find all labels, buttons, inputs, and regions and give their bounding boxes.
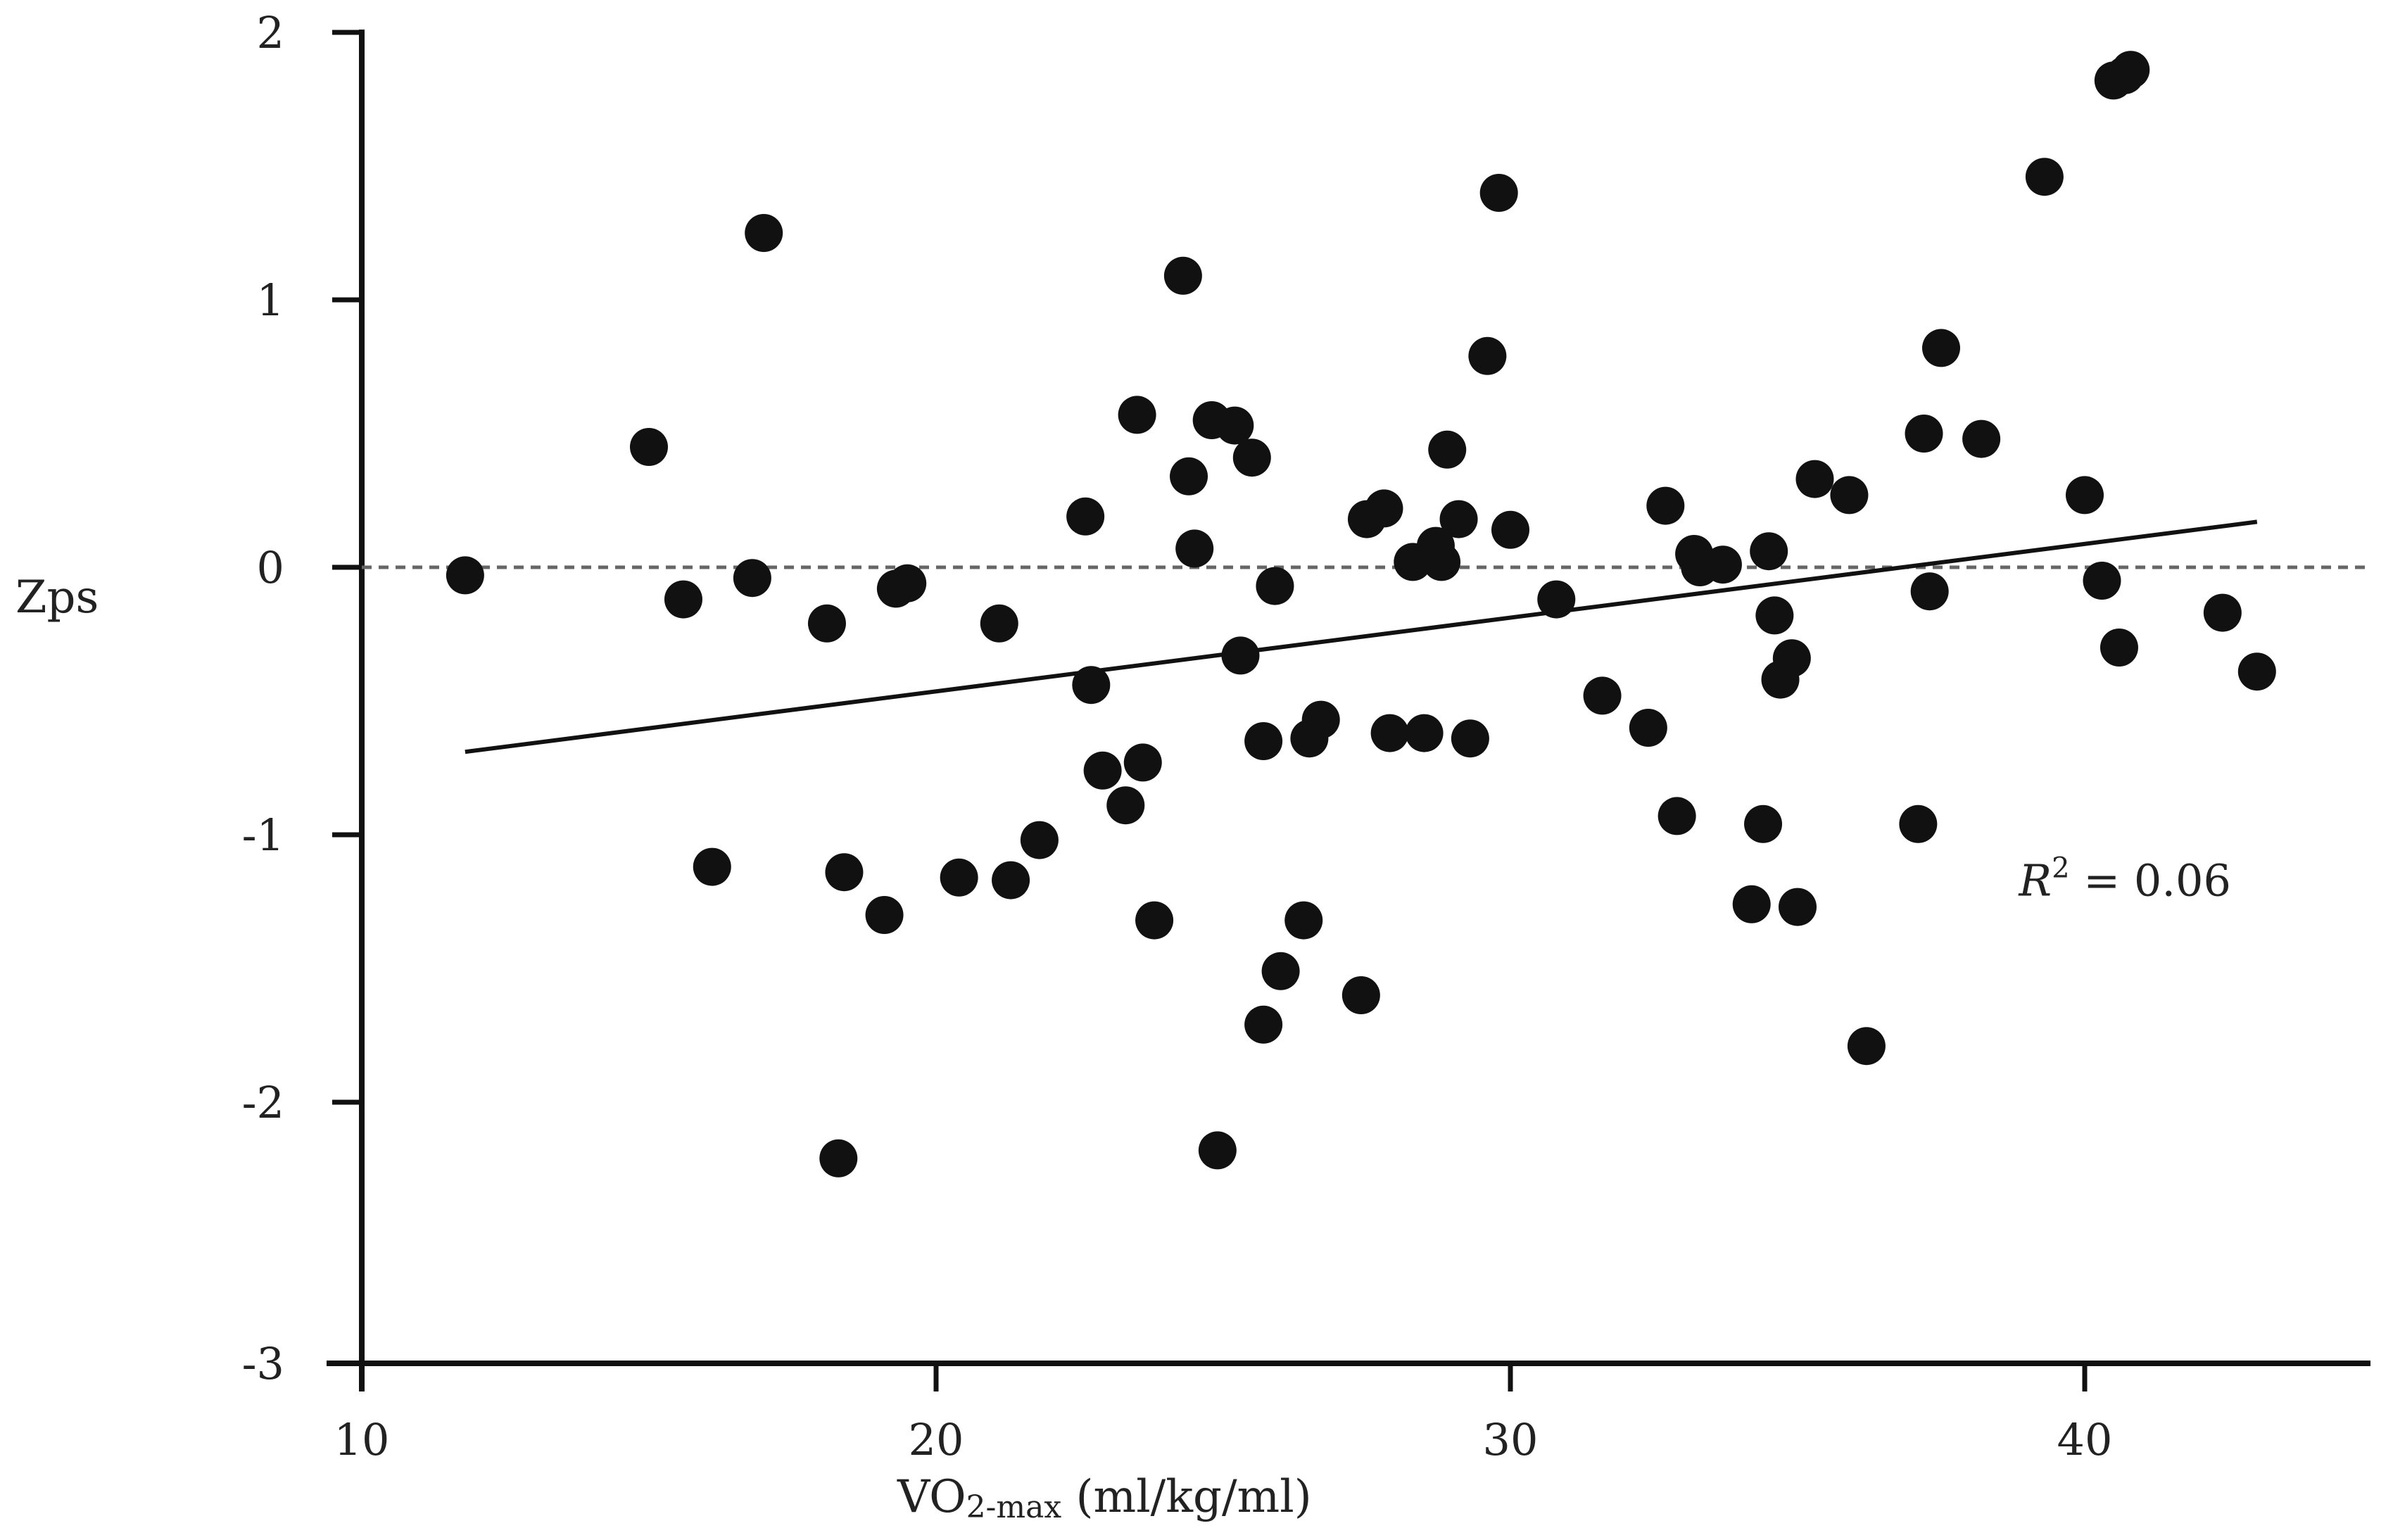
r-squared-annotation: R2 = 0.06 [2018, 852, 2231, 907]
data-point [1905, 415, 1943, 453]
data-point [992, 861, 1030, 900]
x-ticks: 10 20 30 40 [334, 1363, 2113, 1465]
data-point [1537, 580, 1576, 619]
data-point [1256, 567, 1294, 605]
y-tick-label: -3 [242, 1338, 284, 1389]
data-point [1428, 430, 1467, 469]
r-squared-superscript: 2 [2052, 852, 2069, 885]
data-point [1847, 1027, 1886, 1066]
data-point [1163, 256, 1202, 295]
data-point [819, 1139, 858, 1178]
data-point [1284, 901, 1323, 940]
x-axis-title-subscript: 2-max [966, 1489, 1062, 1525]
data-point [1198, 1131, 1237, 1170]
data-points [446, 51, 2276, 1178]
data-point [825, 853, 864, 892]
r-squared-symbol: R [2018, 855, 2052, 907]
x-tick-label: 10 [334, 1414, 390, 1465]
data-point [1755, 596, 1794, 635]
y-ticks: 2 1 0 -1 -2 -3 [242, 7, 362, 1389]
y-tick-label: 0 [257, 542, 284, 593]
data-point [1106, 786, 1145, 825]
data-point [1244, 722, 1283, 760]
data-point [1232, 438, 1271, 477]
y-tick-label: -1 [242, 809, 284, 861]
data-point [1451, 719, 1489, 758]
data-point [1261, 952, 1300, 990]
data-point [1583, 676, 1622, 715]
data-point [733, 559, 771, 598]
data-point [1301, 700, 1340, 739]
r-squared-value: = 0.06 [2070, 855, 2231, 907]
data-point [1072, 666, 1111, 705]
data-point [1020, 821, 1059, 859]
data-point [1365, 489, 1403, 528]
regression-trend-line [465, 519, 2258, 755]
data-point [980, 604, 1018, 643]
data-point [1370, 714, 1409, 752]
data-point [1629, 709, 1667, 747]
data-point [1910, 572, 1949, 611]
data-point [1135, 901, 1174, 940]
data-point [1922, 329, 1960, 367]
x-axis-title-units: (ml/kg/ml) [1061, 1471, 1311, 1523]
data-point [1083, 751, 1122, 790]
x-axis-title: VO2-max (ml/kg/ml) [897, 1471, 1312, 1525]
data-point [1066, 497, 1105, 536]
data-point [1118, 396, 1156, 434]
data-point [807, 604, 846, 643]
data-point [1175, 529, 1214, 568]
data-point [1772, 639, 1811, 678]
data-point [1732, 885, 1771, 923]
data-point [1658, 797, 1696, 835]
data-point [693, 847, 731, 886]
data-point [1216, 406, 1254, 445]
data-point [1405, 714, 1444, 752]
data-point [1779, 888, 1817, 926]
data-point [2111, 51, 2150, 89]
y-tick-label: 1 [257, 274, 284, 326]
data-point [2237, 652, 2276, 691]
data-point [1439, 500, 1478, 538]
data-point [630, 428, 668, 466]
data-point [446, 556, 484, 595]
x-tick-label: 40 [2057, 1414, 2113, 1465]
data-point [1468, 336, 1507, 375]
data-point [2066, 476, 2104, 515]
data-point [2100, 629, 2138, 667]
data-point [2203, 593, 2242, 632]
data-point [940, 858, 978, 897]
data-point [1123, 743, 1162, 782]
data-point [1962, 419, 2001, 458]
data-point [1244, 1005, 1283, 1044]
data-point [2083, 562, 2121, 600]
data-point [1703, 545, 1742, 584]
data-point [888, 564, 927, 602]
y-tick-label: -2 [242, 1077, 284, 1128]
x-tick-label: 30 [1483, 1414, 1539, 1465]
data-point [1221, 636, 1260, 675]
axes [327, 30, 2370, 1391]
x-tick-label: 20 [909, 1414, 964, 1465]
data-point [1646, 486, 1685, 525]
data-point [1170, 457, 1208, 496]
data-point [1899, 804, 1938, 843]
data-point [1750, 532, 1788, 571]
data-point [1491, 510, 1529, 549]
y-axis-title: Zps [15, 572, 99, 624]
data-point [664, 580, 702, 619]
data-point [2025, 158, 2064, 196]
data-point [1795, 460, 1834, 498]
data-point [745, 214, 783, 252]
data-point [1341, 976, 1380, 1014]
data-point [1830, 476, 1869, 515]
data-point [1422, 543, 1461, 581]
data-point [865, 896, 904, 934]
data-point [1479, 174, 1518, 212]
x-axis-title-main: VO [897, 1471, 966, 1523]
y-tick-label: 2 [257, 7, 284, 58]
data-point [1744, 804, 1783, 843]
